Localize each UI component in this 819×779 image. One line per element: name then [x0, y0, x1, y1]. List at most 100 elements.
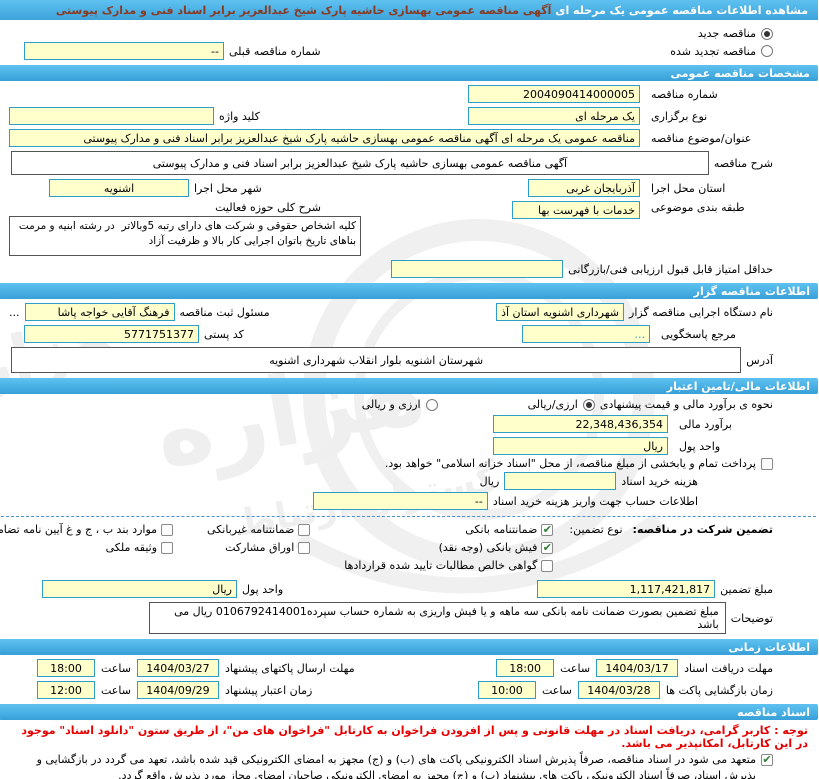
submit-deadline-date: 1404/03/27	[137, 659, 220, 677]
treasury-checkbox[interactable]	[762, 457, 774, 470]
guarantee-title: تضمین شرکت در مناقصه:	[633, 523, 774, 536]
guarantee-cash-checkbox[interactable]	[542, 541, 555, 554]
guarantee-claims-checkbox[interactable]	[542, 559, 555, 572]
new-tender-label: مناقصه جدید	[698, 27, 757, 40]
open-hour: 10:00	[478, 681, 537, 699]
electronic-docs-checkbox[interactable]	[762, 754, 774, 766]
description-label: شرح مناقصه	[714, 156, 774, 170]
description-box: آگهی مناقصه عمومی بهسازی حاشیه پارک شیخ …	[12, 151, 710, 175]
both-currency-label: ارزی و ریالی	[362, 398, 422, 411]
registrar-label: مسئول ثبت مناقصه	[180, 305, 271, 319]
estimate-label: برآورد مالی	[680, 417, 733, 431]
separator-line	[2, 516, 817, 517]
province-value: آذربایجان غربی	[529, 179, 641, 197]
contact-input[interactable]: ...	[523, 325, 651, 343]
holding-type-value: یک مرحله ای	[469, 107, 641, 125]
docs-note-download: توجه : کاربر گرامی، دریافت اسناد در مهلت…	[22, 724, 809, 750]
section-docs-header: اسناد مناقصه	[0, 704, 819, 720]
registrar-value: فرهنگ آقایی خواجه پاشا	[25, 303, 176, 321]
province-label: استان محل اجرا	[652, 181, 727, 195]
guarantee-nonbank-label: ضمانتنامه غیربانکی	[208, 523, 296, 536]
submit-deadline-hour-label: ساعت	[102, 661, 132, 675]
estimate-value: 22,348,436,354	[494, 415, 669, 433]
section-financial-header: اطلاعات مالی/تامین اعتبار	[0, 378, 819, 394]
currency-label: واحد پول	[680, 439, 722, 453]
validity-date: 1404/09/29	[137, 681, 220, 699]
account-label: اطلاعات حساب جهت واریز هزینه خرید اسناد	[493, 494, 699, 508]
guarantee-amount-label: مبلغ تضمین	[721, 582, 774, 596]
rial-radio-label: ارزی/ریالی	[528, 398, 579, 411]
min-score-label: حداقل امتیاز قابل قبول ارزیابی فنی/بازرگ…	[569, 262, 774, 276]
activity-textarea[interactable]	[10, 216, 362, 256]
doc-deadline-hour-label: ساعت	[561, 661, 592, 675]
guarantee-bonds-checkbox[interactable]	[299, 541, 312, 554]
guarantee-amount-value: 1,117,421,817	[538, 580, 717, 598]
electronic-docs-commitment: متعهد می شود در اسناد مناقصه، صرفاً پذیر…	[37, 753, 757, 779]
guarantee-bank-label: ضمانتنامه بانکی	[466, 523, 539, 536]
guarantee-currency-label: واحد پول	[243, 582, 285, 596]
guarantee-cases-label: موارد بند ب ، ج و غ آیین نامه تضامین	[0, 523, 159, 536]
validity-label: زمان اعتبار پیشنهاد	[225, 683, 314, 697]
guarantee-type-label: نوع تضمین:	[570, 523, 624, 536]
subject-value: مناقصه عمومی یک مرحله ای آگهی مناقصه عمو…	[10, 129, 641, 147]
address-label: آدرس	[747, 353, 774, 367]
guarantee-bank-checkbox[interactable]	[542, 523, 555, 536]
doc-deadline-label: مهلت دریافت اسناد	[685, 661, 774, 675]
agency-value: شهرداری اشنویه استان آذ	[497, 303, 626, 321]
activity-label: شرح کلی حوزه فعالیت	[216, 201, 322, 214]
tender-no-label: شماره مناقصه	[652, 87, 719, 101]
submit-deadline-hour: 18:00	[38, 659, 96, 677]
city-value: اشنویه	[50, 179, 190, 197]
guarantee-notes-box: مبلغ تضمین بصورت ضمانت نامه بانکی سه ماه…	[150, 602, 727, 634]
city-label: شهر محل اجرا	[195, 181, 263, 195]
rial-radio[interactable]	[583, 398, 596, 411]
doc-deadline-hour: 18:00	[497, 659, 556, 677]
doc-deadline-date: 1404/03/17	[597, 659, 680, 677]
validity-hour-label: ساعت	[102, 683, 132, 697]
registrar-more-button[interactable]: ...	[10, 305, 21, 319]
guarantee-currency-value: ریال	[43, 580, 238, 598]
estimate-method-label: نحوه ی برآورد مالی و قیمت پیشنهادی	[600, 398, 774, 411]
new-tender-radio[interactable]	[762, 27, 774, 40]
guarantee-cases-checkbox[interactable]	[162, 523, 175, 536]
submit-deadline-label: مهلت ارسال پاکتهای پیشنهاد	[225, 661, 356, 675]
address-box: شهرستان اشنویه بلوار انقلاب شهرداری اشنو…	[12, 347, 743, 373]
postal-value: 5771751377	[25, 325, 200, 343]
subject-label: عنوان/موضوع مناقصه	[652, 131, 753, 145]
guarantee-cash-label: فیش بانکی (وجه نقد)	[439, 541, 539, 554]
category-label: طبقه بندی موضوعی	[652, 201, 746, 214]
open-hour-label: ساعت	[542, 683, 573, 697]
guarantee-notes-label: توضیحات	[731, 611, 774, 625]
keyword-input[interactable]	[10, 107, 215, 125]
guarantee-nonbank-checkbox[interactable]	[299, 523, 312, 536]
section-time-header: اطلاعات زمانی	[0, 639, 819, 655]
guarantee-estate-checkbox[interactable]	[162, 541, 175, 554]
guarantee-bonds-label: اوراق مشارکت	[226, 541, 296, 554]
doc-fee-label: هزینه خرید اسناد	[622, 474, 699, 488]
prev-tender-no-label: شماره مناقصه قبلی	[230, 44, 322, 58]
currency-value: ریال	[494, 437, 669, 455]
prev-tender-no-input[interactable]: --	[25, 42, 225, 60]
both-currency-radio[interactable]	[426, 398, 439, 411]
min-score-input[interactable]	[392, 260, 565, 278]
page-title-subject: آگهی مناقصه عمومی بهسازی حاشیه پارک شیخ …	[56, 3, 553, 17]
agency-label: نام دستگاه اجرایی مناقصه گزار	[630, 305, 774, 319]
tender-no-value: 2004090414000005	[469, 85, 641, 103]
open-time-label: زمان بازگشایی پاکت ها	[666, 683, 774, 697]
account-input[interactable]: --	[313, 492, 489, 510]
doc-fee-unit: ریال	[480, 474, 501, 488]
open-date: 1404/03/28	[578, 681, 661, 699]
treasury-note: پرداخت تمام و یابخشی از مبلغ مناقصه، از …	[385, 457, 757, 470]
keyword-label: کلید واژه	[220, 109, 261, 123]
contact-label: مرجع پاسخگویی	[662, 327, 737, 341]
guarantee-estate-label: وثیقه ملکی	[106, 541, 159, 554]
validity-hour: 12:00	[38, 681, 96, 699]
renewed-tender-label: مناقصه تجدید شده	[671, 44, 757, 58]
postal-label: کد پستی	[205, 327, 245, 341]
page-title-bar: مشاهده اطلاعات مناقصه عمومی یک مرحله ای …	[0, 0, 819, 20]
holding-type-label: نوع برگزاری	[652, 109, 709, 123]
renewed-tender-radio[interactable]	[762, 45, 774, 57]
category-value: خدمات با فهرست بها	[513, 201, 641, 219]
section-employer-header: اطلاعات مناقصه گزار	[0, 283, 819, 299]
doc-fee-input[interactable]	[505, 472, 618, 490]
